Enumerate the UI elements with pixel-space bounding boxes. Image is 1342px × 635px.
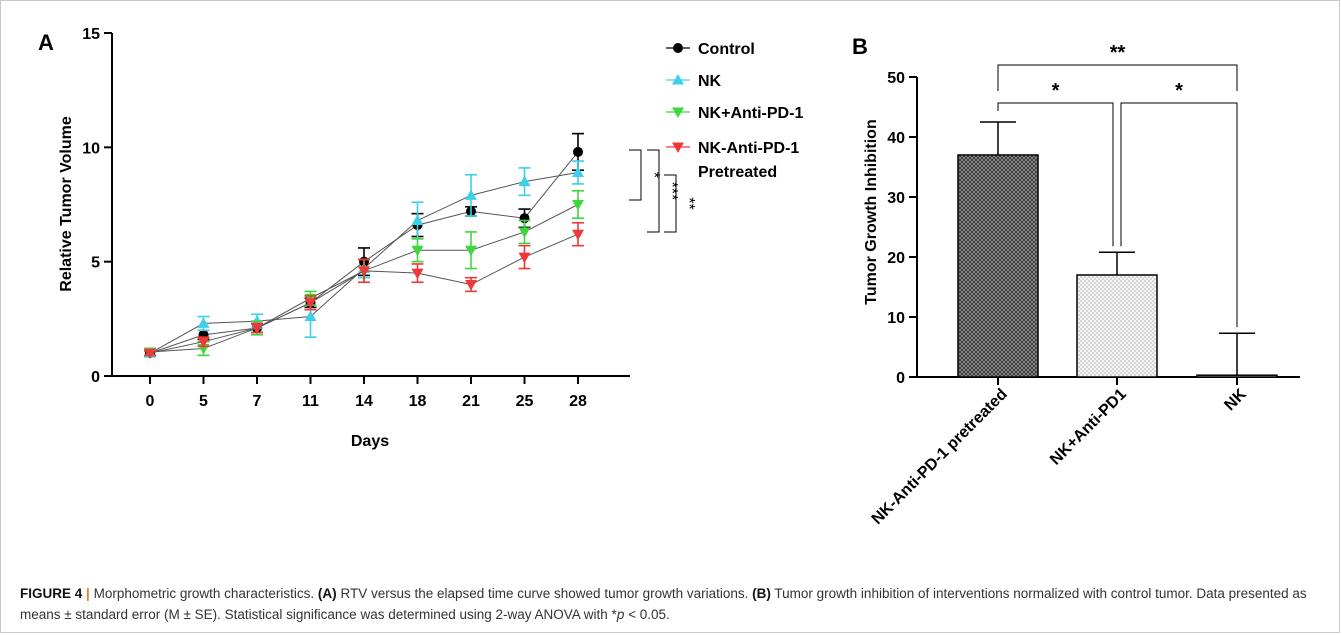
caption-a-tag: (A) [317, 586, 337, 601]
caption-p-symbol: p [616, 607, 625, 622]
panel-a-x-axis-label: Days [351, 433, 389, 450]
panel-a-point-1-5 [411, 214, 424, 226]
panel-a-point-3-4 [358, 266, 370, 277]
panel-a-line-chart: A Relative Tumor Volume Days 0 5 10 15 0 5 7 11… [38, 26, 803, 450]
panel-a-point-3-0 [144, 348, 156, 360]
panel-a-legend-marker-0 [673, 43, 683, 53]
panel-a-significance-annotations: ****** [629, 149, 697, 233]
panel-a-x-tick-label-8: 28 [569, 393, 587, 410]
panel-a-legend-label-0: Control [698, 41, 755, 58]
figure-canvas: A Relative Tumor Volume Days 0 5 10 15 0 5 7 11… [38, 26, 1300, 528]
panel-a-x-tick-label-2: 7 [253, 393, 262, 410]
panel-a-point-1-3 [304, 310, 317, 322]
panel-a-series-3 [144, 221, 584, 360]
panel-a-x-tick-label-1: 5 [199, 393, 208, 410]
panel-a-point-0-8 [573, 146, 583, 157]
panel-a-significance-label-0: * [645, 172, 662, 178]
panel-b-significance-bracket-1 [997, 102, 1114, 111]
panel-b-x-tick-label-1: NK+Anti-PD1 [1047, 386, 1130, 469]
panel-a-point-1-7 [518, 175, 531, 187]
caption-p-text: < 0.05. [624, 607, 670, 622]
panel-a-point-1-8 [572, 166, 584, 177]
panel-a-x-tick-label-7: 25 [516, 393, 534, 410]
caption-separator: | [86, 586, 90, 601]
panel-a-legend-label-3-0: NK-Anti-PD-1 [698, 140, 799, 157]
panel-a-series-0 [144, 132, 584, 359]
figure-caption: FIGURE 4 | Morphometric growth character… [20, 583, 1320, 625]
panel-a-x-tick-label-0: 0 [146, 393, 155, 410]
panel-b-y-tick-label-5: 50 [887, 70, 905, 87]
panel-a-point-2-7 [518, 227, 531, 238]
panel-b-y-tick-label-0: 0 [896, 370, 905, 387]
panel-b-bar-2 [1196, 374, 1278, 378]
panel-b-significance-bracket-0 [997, 64, 1238, 91]
panel-b-significance-label-0: ** [1110, 42, 1126, 64]
caption-b-text: Tumor growth inhibition of interventions… [20, 586, 1307, 622]
panel-a-legend-label-2: NK+Anti-PD-1 [698, 105, 803, 122]
panel-a-legend-label-1: NK [698, 73, 722, 90]
panel-b-y-tick-label-4: 40 [887, 130, 905, 147]
panel-a-legend-marker-1 [672, 74, 684, 85]
panel-b-significance-label-1: * [1052, 80, 1060, 102]
panel-a-point-3-8 [572, 229, 584, 241]
panel-a-point-3-5 [411, 268, 424, 280]
panel-b-y-tick-label-1: 10 [887, 310, 905, 327]
panel-a-point-3-1 [197, 337, 210, 348]
caption-title: Morphometric growth characteristics. [93, 586, 315, 601]
panel-a-point-2-6 [465, 245, 477, 257]
panel-b-bar-1 [1076, 274, 1158, 378]
panel-b-y-axis-label: Tumor Growth Inhibition [863, 119, 880, 304]
panel-a-y-tick-label-2: 10 [82, 140, 100, 157]
panel-a-y-tick-label-0: 0 [91, 369, 100, 386]
panel-a-x-tick-label-4: 14 [355, 393, 373, 410]
panel-a-point-3-3 [304, 298, 317, 309]
panel-a-significance-bracket-2 [664, 174, 677, 233]
caption-b-tag: (B) [752, 586, 771, 601]
panel-b-bar-chart: B Tumor Growth Inhibition 0 10 20 30 40 50 NK-… [852, 34, 1300, 528]
panel-a-y-axis-label: Relative Tumor Volume [58, 116, 75, 292]
panel-b-y-tick-label-3: 30 [887, 190, 905, 207]
panel-b-significance-label-2: * [1175, 80, 1183, 102]
panel-b-x-tick-label-0: NK-Anti-PD-1 pretreated [869, 386, 1011, 528]
caption-figure-number: FIGURE 4 [20, 586, 83, 601]
panel-a-point-3-7 [518, 252, 531, 264]
panel-b-label: B [852, 34, 868, 59]
panel-a-legend-marker-3 [672, 142, 684, 153]
panel-b-significance-bracket-2 [1120, 102, 1238, 111]
panel-b-x-tick-label-2: NK [1221, 385, 1250, 414]
panel-a-label: A [38, 30, 54, 55]
panel-a-y-tick-label-3: 15 [82, 26, 100, 43]
panel-b-bar-0 [957, 154, 1039, 378]
panel-a-legend-marker-2 [672, 107, 684, 118]
panel-a-legend-label-3-1: Pretreated [698, 164, 777, 181]
panel-a-x-tick-label-6: 21 [462, 393, 480, 410]
panel-a-significance-bracket-0 [629, 149, 642, 201]
panel-b-y-tick-label-2: 20 [887, 250, 905, 267]
panel-a-significance-bracket-1 [647, 149, 660, 233]
panel-a-point-3-2 [251, 323, 263, 334]
panel-a-point-3-6 [465, 280, 477, 291]
caption-a-text: RTV versus the elapsed time curve showed… [340, 586, 749, 601]
panel-a-point-1-1 [197, 317, 210, 328]
panel-a-x-tick-label-5: 18 [409, 393, 427, 410]
panel-a-point-2-8 [572, 200, 584, 211]
panel-a-significance-label-2: ** [680, 197, 697, 209]
panel-a-y-tick-label-1: 5 [91, 255, 100, 272]
panel-a-significance-label-1: *** [663, 182, 680, 201]
panel-a-legend: Control NK NK+Anti-PD-1 NK-Anti-PD-1 Pretrea… [666, 41, 803, 181]
panel-a-x-tick-label-3: 11 [302, 393, 319, 410]
panel-a-point-2-5 [411, 245, 424, 257]
panel-b-significance-brackets: *** * [997, 42, 1238, 328]
panel-a-point-1-6 [465, 189, 477, 200]
